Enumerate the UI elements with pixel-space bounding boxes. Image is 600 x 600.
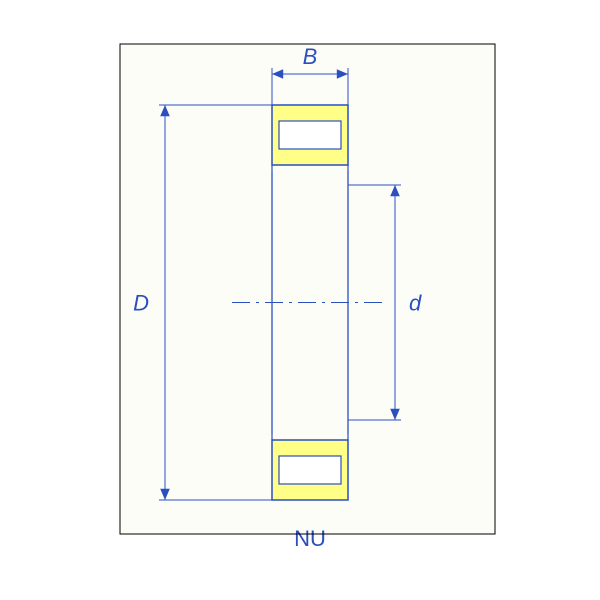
label-D: D	[133, 291, 149, 316]
roller	[279, 456, 341, 484]
label-d: d	[409, 291, 422, 316]
label-type: NU	[294, 526, 326, 551]
label-B: B	[303, 44, 318, 69]
roller	[279, 121, 341, 149]
